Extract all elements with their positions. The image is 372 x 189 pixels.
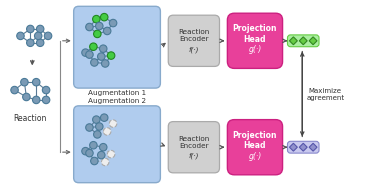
Circle shape xyxy=(86,51,93,58)
Circle shape xyxy=(97,53,105,60)
Circle shape xyxy=(36,25,44,33)
Circle shape xyxy=(94,30,101,38)
Polygon shape xyxy=(299,37,307,45)
Circle shape xyxy=(26,39,34,46)
Circle shape xyxy=(96,123,103,130)
Circle shape xyxy=(91,59,98,66)
FancyBboxPatch shape xyxy=(168,15,219,66)
Text: Projection
Head: Projection Head xyxy=(233,131,277,150)
Circle shape xyxy=(44,32,52,40)
Text: Maximize
agreement: Maximize agreement xyxy=(306,88,344,101)
Circle shape xyxy=(103,128,111,135)
Circle shape xyxy=(26,25,34,33)
Circle shape xyxy=(102,60,109,67)
Circle shape xyxy=(82,49,89,56)
Circle shape xyxy=(32,78,40,86)
Polygon shape xyxy=(309,143,317,151)
Text: Projection
Head: Projection Head xyxy=(233,24,277,44)
Circle shape xyxy=(93,15,100,23)
Circle shape xyxy=(42,86,50,94)
Polygon shape xyxy=(289,37,297,45)
Text: g(·): g(·) xyxy=(248,45,262,54)
Circle shape xyxy=(109,19,117,27)
Circle shape xyxy=(32,96,40,104)
Circle shape xyxy=(90,43,97,50)
Circle shape xyxy=(108,52,115,59)
FancyBboxPatch shape xyxy=(288,141,319,153)
Circle shape xyxy=(91,157,98,165)
Circle shape xyxy=(86,124,93,131)
Circle shape xyxy=(21,78,28,86)
Text: g(·): g(·) xyxy=(248,152,262,161)
Circle shape xyxy=(93,116,100,123)
Text: f(·): f(·) xyxy=(189,46,199,53)
FancyBboxPatch shape xyxy=(227,120,283,175)
Circle shape xyxy=(102,158,109,166)
Polygon shape xyxy=(309,37,317,45)
Circle shape xyxy=(96,22,103,30)
FancyBboxPatch shape xyxy=(74,6,160,88)
Circle shape xyxy=(82,147,89,155)
FancyBboxPatch shape xyxy=(227,13,283,68)
Circle shape xyxy=(109,120,117,127)
Circle shape xyxy=(108,150,115,158)
Circle shape xyxy=(90,142,97,149)
Circle shape xyxy=(17,32,24,40)
Text: Augmentation 2: Augmentation 2 xyxy=(88,98,146,104)
Circle shape xyxy=(23,93,30,101)
Circle shape xyxy=(42,96,50,104)
Circle shape xyxy=(86,149,93,157)
Text: Reaction: Reaction xyxy=(14,114,47,123)
Circle shape xyxy=(86,23,93,31)
Circle shape xyxy=(36,39,44,46)
FancyBboxPatch shape xyxy=(288,35,319,47)
FancyBboxPatch shape xyxy=(74,106,160,183)
Circle shape xyxy=(99,45,107,52)
Circle shape xyxy=(11,86,18,94)
Circle shape xyxy=(94,131,101,138)
Circle shape xyxy=(99,143,107,151)
Circle shape xyxy=(97,151,105,159)
FancyBboxPatch shape xyxy=(168,122,219,173)
Polygon shape xyxy=(289,143,297,151)
Circle shape xyxy=(103,27,111,35)
Circle shape xyxy=(35,32,42,40)
Text: Reaction
Encoder: Reaction Encoder xyxy=(178,136,209,149)
Polygon shape xyxy=(299,143,307,151)
Circle shape xyxy=(100,13,108,21)
Text: Reaction
Encoder: Reaction Encoder xyxy=(178,29,209,42)
Circle shape xyxy=(100,114,108,121)
Text: Augmentation 1: Augmentation 1 xyxy=(88,90,146,96)
Text: f(·): f(·) xyxy=(189,153,199,159)
